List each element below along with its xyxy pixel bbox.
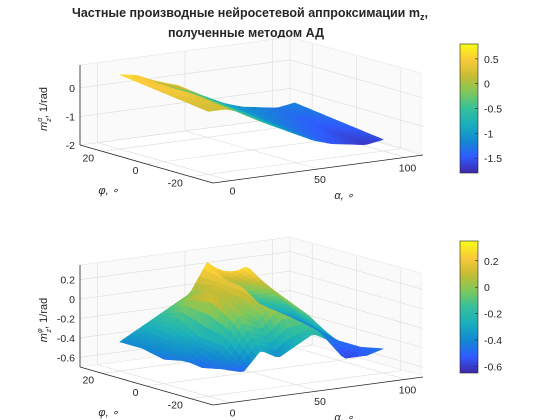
x-tick-label: 50 [314, 174, 326, 186]
tick-labels: 0 50 100 20 0 -20 -0.6 -0.4 -0.2 0 0.2 [57, 275, 417, 420]
surface-patch [119, 338, 129, 344]
z-tick-label: 0.2 [60, 275, 75, 287]
y-tick-label: -20 [168, 178, 183, 190]
z-grid-line [79, 88, 424, 127]
x-axis-line [212, 376, 424, 406]
x-axis-label: α, ∘ [334, 412, 353, 420]
x-axis-line [212, 154, 424, 184]
y-tick-label: -20 [168, 400, 183, 412]
z-tick-label: 0 [69, 83, 75, 95]
colorbar-tick-label: -0.4 [484, 335, 502, 347]
surface [119, 261, 384, 373]
colorbar-tick-label: 0 [484, 79, 490, 91]
y-tick-label: 20 [82, 152, 94, 164]
y-axis-line [79, 366, 214, 406]
x-tick-label: 100 [399, 384, 417, 396]
z-grid-line [79, 59, 424, 99]
tick-labels: 0 50 100 20 0 -20 -2 -1 0 [66, 83, 417, 198]
x-grid-line [97, 62, 231, 181]
y-axis-line [79, 144, 214, 184]
y-grid-line [190, 268, 402, 399]
x-tick-label: 100 [399, 162, 417, 174]
colorbar-tick-label: -0.6 [484, 361, 502, 373]
x-tick-label: 50 [314, 396, 326, 408]
figure-title-line2: полученные методом АД [168, 26, 324, 40]
z-tick-label: -0.2 [57, 313, 75, 325]
figure-title-line1: Частные производные нейросетевой аппрокс… [72, 6, 428, 22]
x-axis-label: α, ∘ [334, 190, 353, 202]
colorbar-tick-label: -0.5 [484, 104, 502, 116]
y-axis-label: φ, ∘ [98, 185, 118, 197]
z-grid-line [79, 290, 424, 329]
surface-patch [119, 74, 129, 77]
z-tick-label: -0.4 [57, 333, 75, 345]
colorbar-tick-label: 0.5 [484, 54, 499, 66]
x-tick-label: 0 [230, 408, 236, 420]
y-grid-line [146, 256, 357, 387]
z-tick-label: -0.6 [57, 352, 75, 364]
z-axis-label: mα z, 1/rad [37, 87, 53, 131]
colorbar-tick-label: -1 [484, 128, 493, 140]
colorbar-tick-label: -1.5 [484, 153, 502, 165]
z-tick-label: -1 [66, 111, 75, 123]
z-axis-label: mφ z, 1/rad [37, 298, 53, 342]
colorbar-bar [459, 240, 479, 374]
y-axis-label: φ, ∘ [98, 407, 118, 419]
axes-lines [79, 65, 424, 184]
colorbar-tick-label: 0.2 [484, 256, 499, 268]
y-tick-label: 0 [133, 387, 139, 399]
x-grid-line [184, 51, 319, 170]
colorbar-tick-label: -0.2 [484, 309, 502, 321]
colorbar: 0.2 0 -0.2 -0.4 -0.6 [459, 240, 502, 374]
x-tick-label: 0 [230, 186, 236, 198]
z-tick-label: 0 [69, 294, 75, 306]
z-tick-label: -2 [66, 140, 75, 152]
y-tick-label: 20 [82, 374, 94, 386]
surface-plot-bottom: 0 50 100 20 0 -20 -0.6 -0.4 -0.2 0 0.2 α, ∘ φ, ∘ mφ z,… [37, 236, 502, 420]
colorbar-tick-label: 0 [484, 282, 490, 294]
x-grid-line [97, 262, 231, 403]
axes-lines [79, 265, 424, 406]
y-tick-label: 0 [133, 165, 139, 177]
z-grid-line [79, 270, 424, 310]
surface [119, 74, 385, 145]
z-grid-line [79, 251, 424, 290]
y-grid-line [190, 68, 402, 177]
colorbar: 0.5 0 -0.5 -1 -1.5 [459, 43, 502, 174]
y-grid-line [102, 243, 313, 374]
surface-plot-top: 0 50 100 20 0 -20 -2 -1 0 α, ∘ φ, ∘ mα z, 1/rad 0.5 0 -… [37, 36, 502, 202]
